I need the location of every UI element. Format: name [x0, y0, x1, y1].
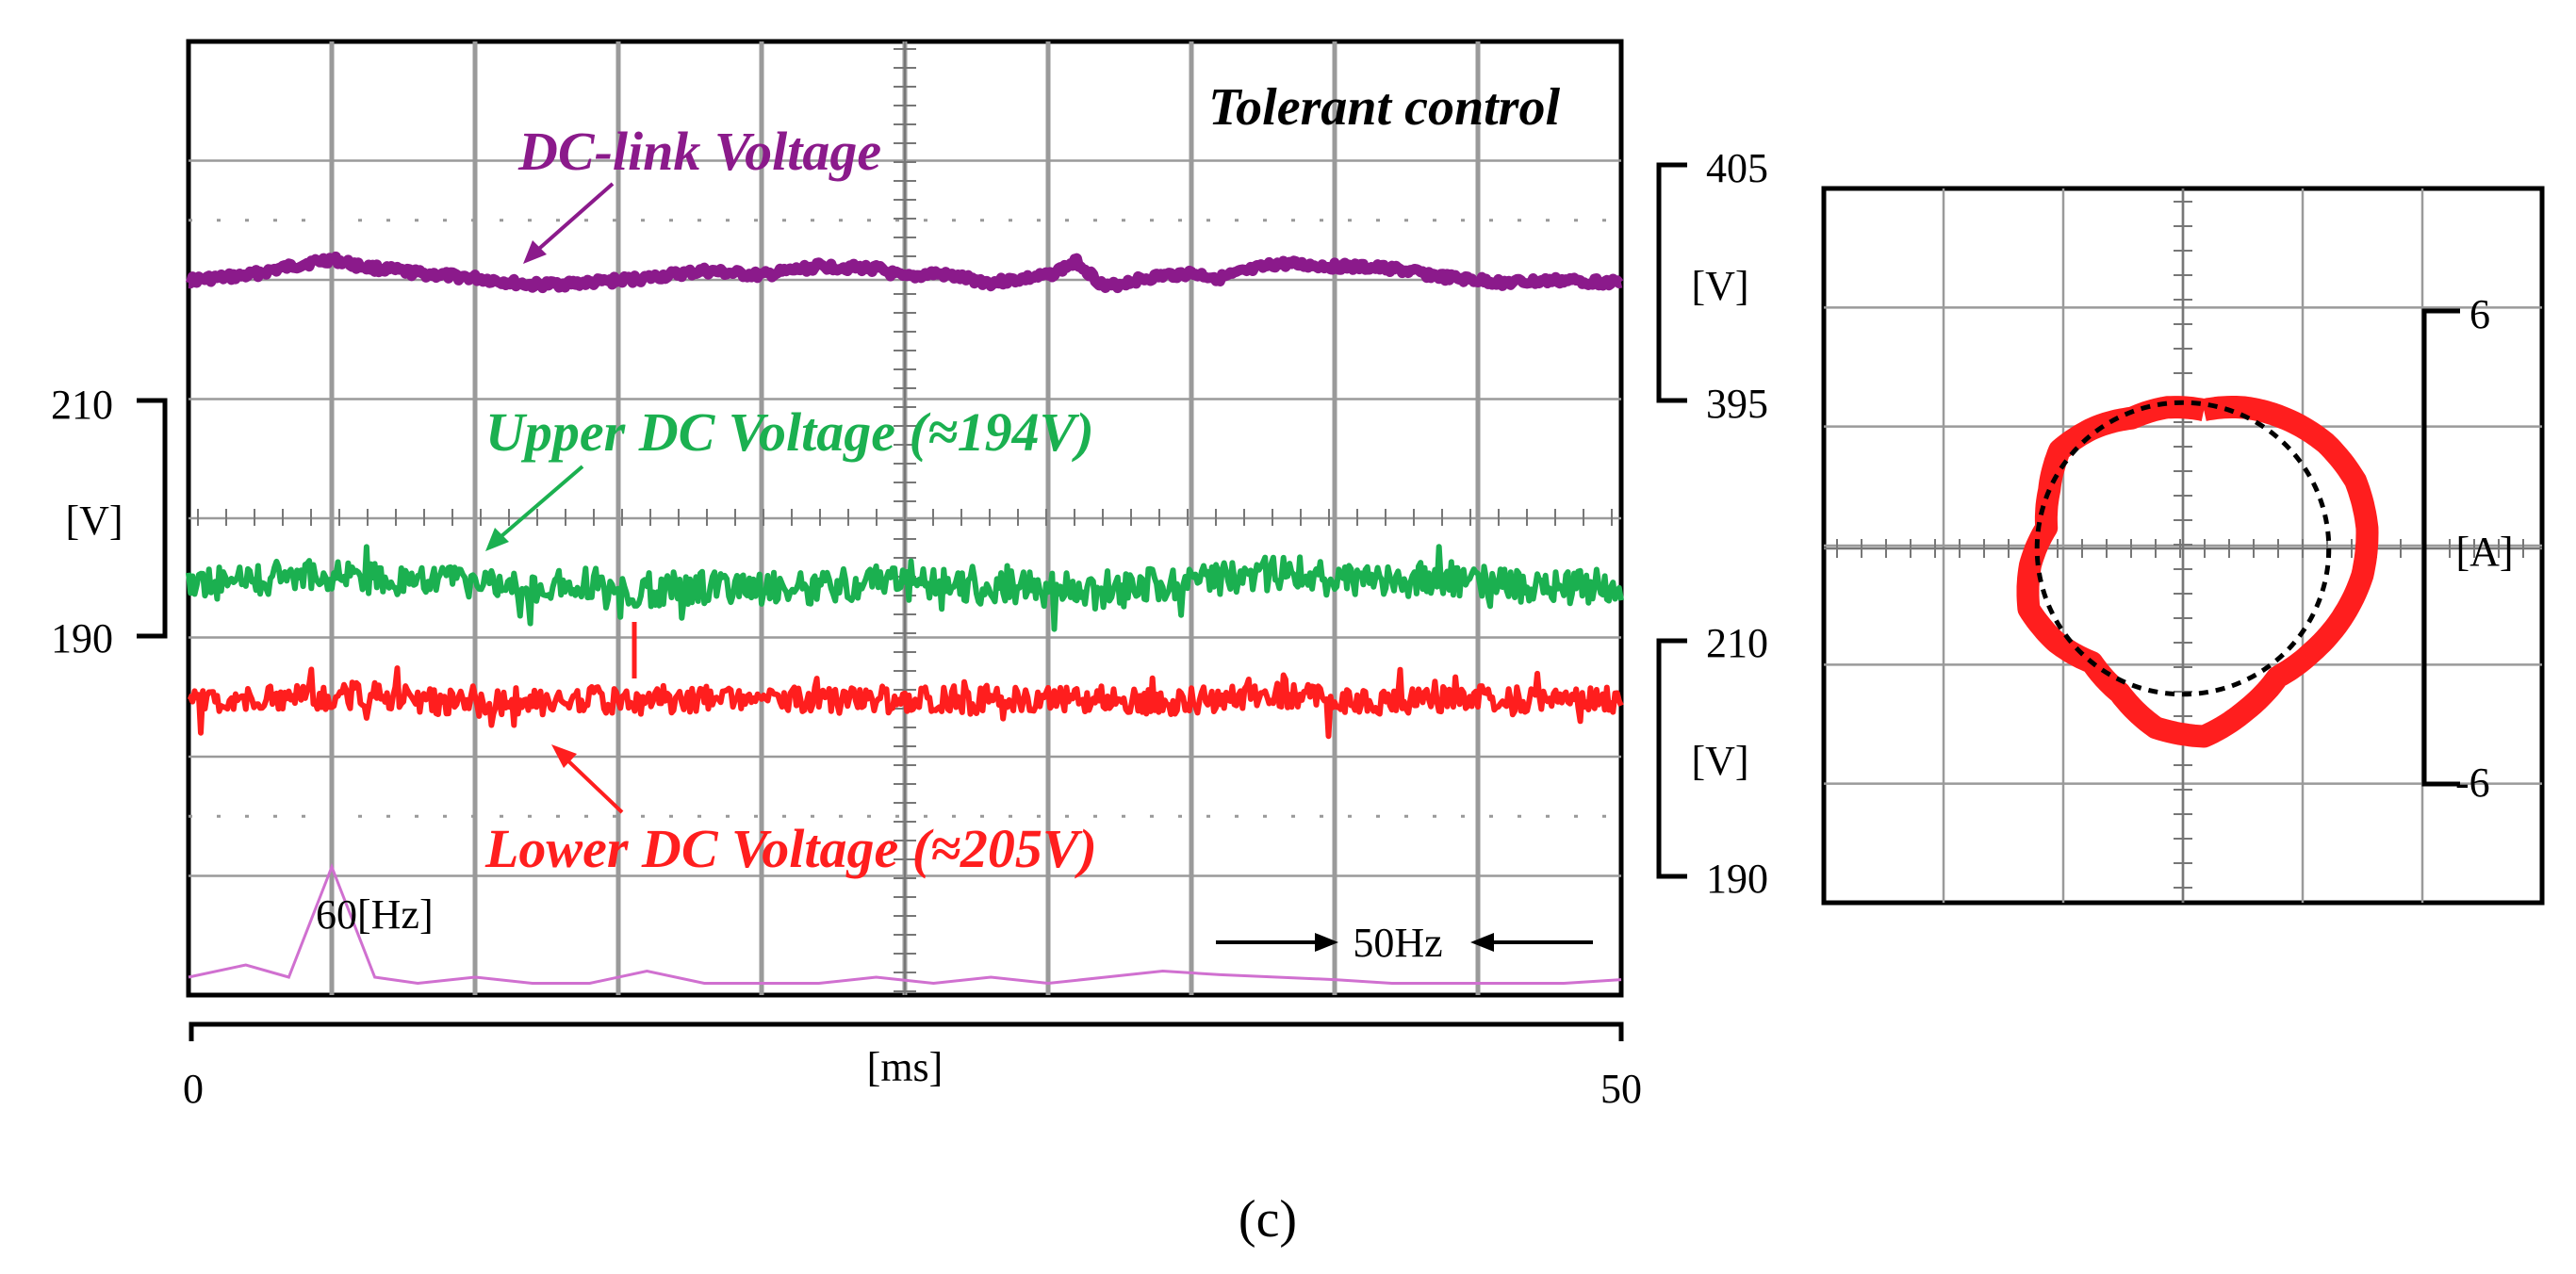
upper-dc-voltage-trace: [186, 544, 1624, 632]
current-trajectory-panel: [1821, 186, 2545, 906]
left-axis-bracket: 210 [V] 190: [51, 382, 168, 662]
time-axis-max: 50: [1600, 1066, 1642, 1112]
upper-dc-arrow: [485, 465, 584, 551]
right-top-axis-unit: [V]: [1691, 263, 1748, 309]
chart-title: Tolerant control: [1208, 78, 1560, 137]
fifty-hz-label: 50Hz: [1353, 920, 1442, 966]
left-axis-unit: [V]: [65, 498, 123, 544]
figure-caption: (c): [1239, 1190, 1297, 1249]
time-axis-min: 0: [183, 1066, 204, 1112]
left-axis-min: 190: [51, 615, 113, 662]
oscilloscope-grid: [189, 41, 1621, 995]
left-axis-max: 210: [51, 382, 113, 428]
reference-circle: [2034, 400, 2332, 697]
oscilloscope-panel: Tolerant control DC-link Voltage Upper D…: [185, 39, 1625, 998]
time-axis-label: [ms]: [867, 1044, 943, 1090]
dc-link-arrow: [523, 182, 615, 264]
right-top-axis-bracket: 405 [V] 395: [1656, 145, 1768, 427]
dc-link-label: DC-link Voltage: [517, 121, 881, 182]
right-top-axis-max: 405: [1706, 145, 1768, 191]
spectrum-peak-label: 60[Hz]: [316, 891, 434, 938]
right-bottom-axis-bracket: 210 [V] 190: [1656, 620, 1768, 902]
current-axis-max: 6: [2469, 291, 2490, 337]
xy-traces: [2016, 396, 2379, 748]
right-top-axis-min: 395: [1706, 381, 1768, 427]
right-bottom-axis-unit: [V]: [1691, 738, 1748, 784]
measured-current-trajectory: [2016, 396, 2379, 748]
lower-dc-voltage-trace: [187, 665, 1624, 740]
current-axis-unit: [A]: [2455, 529, 2513, 575]
right-bottom-axis-min: 190: [1706, 856, 1768, 902]
fifty-hz-marker: 50Hz: [1216, 920, 1593, 966]
lower-dc-label: Lower DC Voltage (≈205V): [484, 818, 1097, 879]
voltage-traces: [185, 251, 1625, 740]
current-axis-bracket: 6 [A] -6: [2421, 291, 2514, 806]
upper-dc-label: Upper DC Voltage (≈194V): [485, 401, 1094, 463]
fft-spectrum: [188, 862, 1622, 986]
right-bottom-axis-max: 210: [1706, 620, 1768, 666]
lower-dc-arrow: [551, 744, 624, 814]
time-axis: 0 [ms] 50: [183, 1021, 1642, 1112]
dc-link-voltage-trace: [185, 251, 1625, 294]
fft-spectrum-line: [188, 862, 1622, 986]
current-axis-min: -6: [2455, 760, 2490, 806]
